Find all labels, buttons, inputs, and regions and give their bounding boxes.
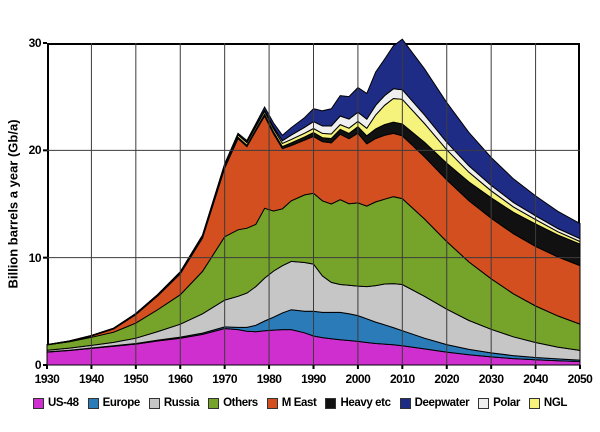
legend-swatch-europe	[87, 397, 99, 409]
legend-item-russia: Russia	[148, 397, 200, 409]
legend-swatch-russia	[148, 397, 160, 409]
x-tick-label-1950: 1950	[123, 372, 149, 386]
legend-label-us-48: US-48	[47, 397, 79, 409]
legend-item-others: Others	[208, 397, 258, 409]
legend-label-polar: Polar	[493, 397, 520, 409]
legend-item-polar: Polar	[478, 397, 520, 409]
legend-label-russia: Russia	[163, 397, 200, 409]
legend-label-heavy-etc: Heavy etc	[340, 397, 391, 409]
legend-item-m-east: M East	[266, 397, 317, 409]
legend-label-deepwater: Deepwater	[414, 397, 470, 409]
legend-item-ngl: NGL	[528, 397, 567, 409]
x-tick-label-2040: 2040	[523, 372, 548, 386]
legend-swatch-m-east	[266, 397, 278, 409]
legend-label-others: Others	[223, 397, 258, 409]
legend-label-europe: Europe	[102, 397, 141, 409]
y-tick-label-10: 10	[28, 250, 42, 265]
x-tick-label-1940: 1940	[79, 372, 104, 386]
x-tick-label-1990: 1990	[301, 372, 326, 386]
legend-swatch-ngl	[528, 397, 540, 409]
legend-label-ngl: NGL	[543, 397, 567, 409]
stacked-area-canvas	[43, 38, 581, 369]
legend-item-heavy-etc: Heavy etc	[325, 397, 391, 409]
x-tick-label-2050: 2050	[567, 372, 593, 386]
x-tick-label-1970: 1970	[212, 372, 238, 386]
x-tick-label-2000: 2000	[345, 372, 371, 386]
legend-swatch-heavy-etc	[325, 397, 337, 409]
y-tick-label-30: 30	[28, 36, 42, 50]
legend-swatch-us-48	[32, 397, 44, 409]
legend-swatch-deepwater	[399, 397, 411, 409]
x-tick-label-1930: 1930	[34, 372, 60, 386]
legend-swatch-polar	[478, 397, 490, 409]
chart-legend: US-48 Europe Russia Others M East Heavy etc De…	[0, 397, 600, 409]
legend-item-us-48: US-48	[32, 397, 79, 409]
x-tick-label-1980: 1980	[256, 372, 282, 386]
y-tick-label-20: 20	[28, 143, 42, 158]
legend-label-m-east: M East	[281, 397, 317, 409]
x-tick-label-2030: 2030	[478, 372, 504, 386]
legend-swatch-others	[208, 397, 220, 409]
x-tick-label-2020: 2020	[434, 372, 460, 386]
legend-item-deepwater: Deepwater	[399, 397, 470, 409]
y-tick-label-0: 0	[34, 358, 42, 372]
plot-area	[43, 38, 581, 369]
legend-item-europe: Europe	[87, 397, 141, 409]
x-tick-label-2010: 2010	[389, 372, 415, 386]
x-tick-label-1960: 1960	[167, 372, 193, 386]
